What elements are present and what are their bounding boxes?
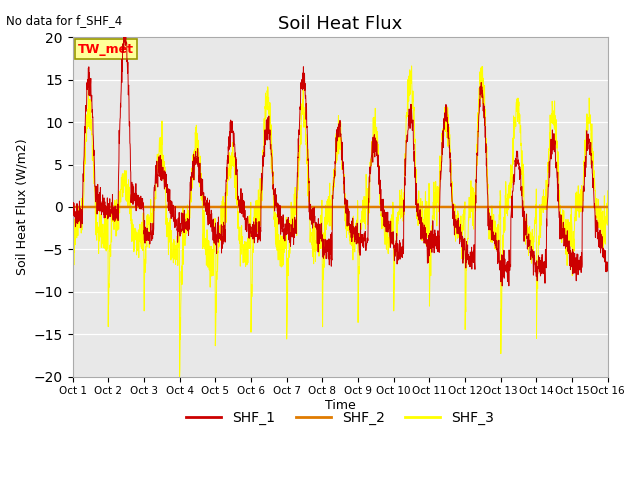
SHF_1 (312, 224, 319, 229)
SHF_1 (120, 35, 127, 40)
SHF_1 (604, 262, 612, 267)
SHF_3 (522, 227, 530, 232)
SHF_3 (127, 221, 135, 227)
SHF_2 (522, 204, 530, 210)
SHF_2 (142, 204, 150, 210)
Y-axis label: Soil Heat Flux (W/m2): Soil Heat Flux (W/m2) (15, 139, 28, 276)
SHF_2 (127, 204, 135, 210)
SHF_1 (522, 221, 530, 227)
Line: SHF_3: SHF_3 (72, 66, 608, 377)
Line: SHF_1: SHF_1 (72, 37, 608, 286)
SHF_3 (110, 220, 118, 226)
Text: TW_met: TW_met (78, 43, 134, 56)
SHF_2 (312, 204, 319, 210)
X-axis label: Time: Time (324, 399, 355, 412)
Text: No data for f_SHF_4: No data for f_SHF_4 (6, 14, 123, 27)
SHF_3 (312, 246, 319, 252)
SHF_1 (110, 204, 118, 210)
SHF_3 (604, 188, 612, 194)
SHF_2 (68, 204, 76, 210)
SHF_3 (408, 63, 415, 69)
SHF_2 (604, 204, 612, 210)
SHF_1 (83, 86, 91, 92)
SHF_1 (143, 238, 150, 243)
SHF_1 (68, 206, 76, 212)
SHF_1 (499, 283, 506, 289)
SHF_3 (83, 126, 91, 132)
SHF_3 (142, 232, 150, 238)
Legend: SHF_1, SHF_2, SHF_3: SHF_1, SHF_2, SHF_3 (180, 406, 500, 431)
SHF_2 (83, 204, 91, 210)
SHF_3 (68, 289, 76, 295)
SHF_3 (176, 374, 184, 380)
SHF_1 (127, 192, 135, 197)
SHF_2 (110, 204, 118, 210)
Title: Soil Heat Flux: Soil Heat Flux (278, 15, 402, 33)
